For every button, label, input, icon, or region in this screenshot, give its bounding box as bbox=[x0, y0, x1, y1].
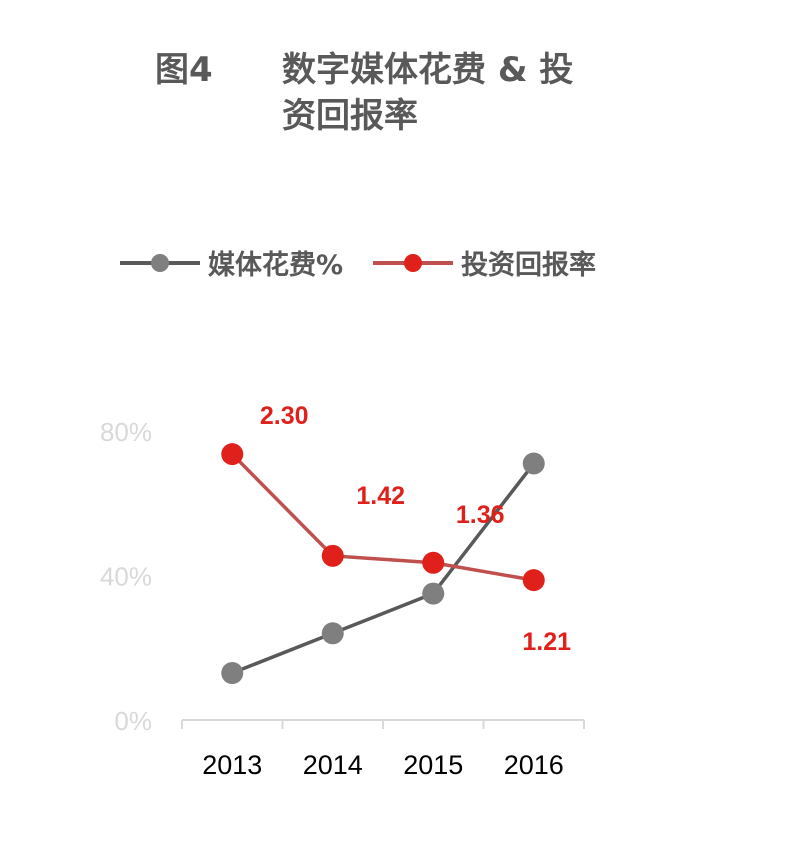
data-point bbox=[221, 443, 244, 466]
data-label: 1.42 bbox=[356, 482, 405, 510]
data-point bbox=[522, 569, 545, 592]
data-label: 2.30 bbox=[260, 402, 309, 430]
data-point bbox=[321, 544, 344, 567]
legend: 媒体花费% 投资回报率 bbox=[120, 243, 626, 282]
legend-item-media-spend: 媒体花费% bbox=[120, 243, 343, 282]
legend-item-roi: 投资回报率 bbox=[373, 243, 596, 282]
x-tick-label: 2014 bbox=[303, 750, 363, 780]
y-tick-label: 40% bbox=[100, 562, 152, 592]
gray-line-marker-icon bbox=[120, 253, 200, 272]
x-tick-label: 2015 bbox=[403, 750, 463, 780]
x-tick-label: 2016 bbox=[504, 750, 564, 780]
legend-label: 投资回报率 bbox=[461, 250, 597, 281]
red-line-marker-icon bbox=[373, 253, 454, 272]
x-tick-label: 2013 bbox=[202, 750, 262, 780]
data-point bbox=[221, 662, 244, 685]
chart-title-line2: 资回报率 bbox=[282, 96, 418, 136]
series-line bbox=[231, 462, 536, 675]
y-tick-label: 80% bbox=[100, 417, 152, 447]
data-label: 1.21 bbox=[522, 628, 571, 656]
data-point bbox=[321, 622, 344, 645]
data-point bbox=[422, 582, 445, 605]
data-label: 1.36 bbox=[456, 501, 505, 529]
figure-number: 图4 bbox=[155, 50, 213, 90]
series-line bbox=[231, 452, 535, 582]
data-point bbox=[522, 452, 545, 475]
chart-title-line1: 数字媒体花费 & 投 bbox=[282, 50, 574, 90]
data-point bbox=[422, 551, 445, 574]
y-tick-label: 0% bbox=[114, 706, 152, 736]
legend-label: 媒体花费% bbox=[208, 250, 344, 281]
